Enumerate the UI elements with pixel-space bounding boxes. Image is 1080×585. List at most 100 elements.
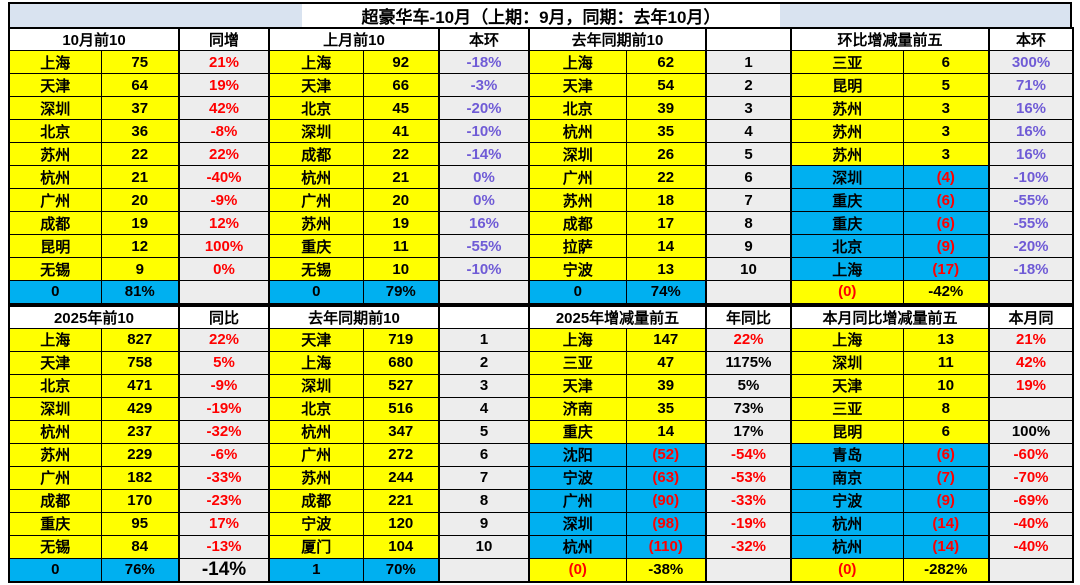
value-cell[interactable]: 6: [902, 50, 990, 74]
value-cell[interactable]: 471: [100, 373, 180, 398]
pct-cell[interactable]: -33%: [178, 465, 270, 490]
pct-cell[interactable]: 42%: [178, 96, 270, 120]
value-cell[interactable]: 35: [625, 119, 707, 143]
pct-cell[interactable]: 10: [438, 534, 530, 559]
pct-cell[interactable]: 2: [705, 73, 792, 97]
pct-cell[interactable]: -8%: [178, 119, 270, 143]
value-cell[interactable]: 35: [625, 396, 707, 421]
pct-cell[interactable]: 21%: [988, 327, 1074, 352]
value-cell[interactable]: 527: [362, 373, 440, 398]
city-cell[interactable]: 杭州: [790, 534, 904, 559]
value-cell[interactable]: 237: [100, 419, 180, 444]
pct-cell[interactable]: -13%: [178, 534, 270, 559]
city-cell[interactable]: 昆明: [8, 234, 102, 258]
pct-cell[interactable]: 0%: [438, 165, 530, 189]
city-cell[interactable]: 宁波: [790, 488, 904, 513]
section-header[interactable]: 2025年增减量前五: [528, 305, 707, 329]
pct-cell[interactable]: -14%: [438, 142, 530, 166]
total-pct-cell[interactable]: [438, 280, 530, 304]
pct-cell[interactable]: -40%: [988, 511, 1074, 536]
section-subheader[interactable]: [438, 305, 530, 329]
city-cell[interactable]: 深圳: [268, 373, 364, 398]
value-cell[interactable]: 221: [362, 488, 440, 513]
pct-cell[interactable]: -19%: [178, 396, 270, 421]
value-cell[interactable]: 719: [362, 327, 440, 352]
pct-cell[interactable]: 5%: [178, 350, 270, 375]
pct-cell[interactable]: 5%: [705, 373, 792, 398]
value-cell[interactable]: 516: [362, 396, 440, 421]
value-cell[interactable]: (9): [902, 234, 990, 258]
city-cell[interactable]: 深圳: [268, 119, 364, 143]
pct-cell[interactable]: 1: [438, 327, 530, 352]
value-cell[interactable]: 3: [902, 142, 990, 166]
pct-cell[interactable]: 5: [705, 142, 792, 166]
value-cell[interactable]: (52): [625, 442, 707, 467]
city-cell[interactable]: 广州: [528, 488, 627, 513]
pct-cell[interactable]: 3: [705, 96, 792, 120]
city-cell[interactable]: 广州: [528, 165, 627, 189]
city-cell[interactable]: 深圳: [8, 96, 102, 120]
pct-cell[interactable]: 4: [705, 119, 792, 143]
city-cell[interactable]: 天津: [8, 350, 102, 375]
city-cell[interactable]: 上海: [268, 350, 364, 375]
city-cell[interactable]: 昆明: [790, 419, 904, 444]
city-cell[interactable]: 广州: [8, 188, 102, 212]
value-cell[interactable]: 41: [362, 119, 440, 143]
pct-cell[interactable]: -40%: [178, 165, 270, 189]
value-cell[interactable]: 13: [902, 327, 990, 352]
pct-cell[interactable]: -54%: [705, 442, 792, 467]
pct-cell[interactable]: 16%: [988, 119, 1074, 143]
pct-cell[interactable]: 3: [438, 373, 530, 398]
city-cell[interactable]: 苏州: [8, 142, 102, 166]
pct-cell[interactable]: 42%: [988, 350, 1074, 375]
section-subheader[interactable]: 本月同: [988, 305, 1074, 329]
pct-cell[interactable]: 22%: [178, 327, 270, 352]
pct-cell[interactable]: -9%: [178, 373, 270, 398]
value-cell[interactable]: 680: [362, 350, 440, 375]
city-cell[interactable]: 昆明: [790, 73, 904, 97]
city-cell[interactable]: 上海: [8, 50, 102, 74]
value-cell[interactable]: (6): [902, 188, 990, 212]
city-cell[interactable]: 重庆: [268, 234, 364, 258]
section-subheader[interactable]: 本环: [438, 27, 530, 51]
value-cell[interactable]: (110): [625, 534, 707, 559]
value-cell[interactable]: 21: [100, 165, 180, 189]
value-cell[interactable]: (63): [625, 465, 707, 490]
city-cell[interactable]: 成都: [8, 488, 102, 513]
value-cell[interactable]: 14: [625, 419, 707, 444]
total-pct-cell[interactable]: [988, 280, 1074, 304]
city-cell[interactable]: 深圳: [528, 142, 627, 166]
total-b-cell[interactable]: -282%: [902, 557, 990, 582]
total-a-cell[interactable]: 0: [8, 557, 102, 582]
pct-cell[interactable]: 22%: [178, 142, 270, 166]
pct-cell[interactable]: 1: [705, 50, 792, 74]
pct-cell[interactable]: -55%: [438, 234, 530, 258]
pct-cell[interactable]: 16%: [988, 96, 1074, 120]
city-cell[interactable]: 宁波: [528, 465, 627, 490]
pct-cell[interactable]: 0%: [178, 257, 270, 281]
total-b-cell[interactable]: 70%: [362, 557, 440, 582]
value-cell[interactable]: 21: [362, 165, 440, 189]
city-cell[interactable]: 青岛: [790, 442, 904, 467]
city-cell[interactable]: 杭州: [268, 165, 364, 189]
city-cell[interactable]: 三亚: [528, 350, 627, 375]
total-b-cell[interactable]: -42%: [902, 280, 990, 304]
value-cell[interactable]: 62: [625, 50, 707, 74]
city-cell[interactable]: 南京: [790, 465, 904, 490]
section-header[interactable]: 本月同比增减量前五: [789, 305, 990, 329]
pct-cell[interactable]: -40%: [988, 534, 1074, 559]
city-cell[interactable]: 重庆: [528, 419, 627, 444]
city-cell[interactable]: 苏州: [790, 119, 904, 143]
pct-cell[interactable]: -10%: [988, 165, 1074, 189]
section-header[interactable]: 10月前10: [8, 27, 180, 51]
value-cell[interactable]: 11: [902, 350, 990, 375]
total-a-cell[interactable]: (0): [790, 557, 904, 582]
city-cell[interactable]: 深圳: [528, 511, 627, 536]
city-cell[interactable]: 北京: [790, 234, 904, 258]
section-header[interactable]: 上月前10: [268, 27, 440, 51]
value-cell[interactable]: 6: [902, 419, 990, 444]
city-cell[interactable]: 天津: [528, 73, 627, 97]
total-b-cell[interactable]: -38%: [625, 557, 707, 582]
value-cell[interactable]: 84: [100, 534, 180, 559]
city-cell[interactable]: 成都: [8, 211, 102, 235]
